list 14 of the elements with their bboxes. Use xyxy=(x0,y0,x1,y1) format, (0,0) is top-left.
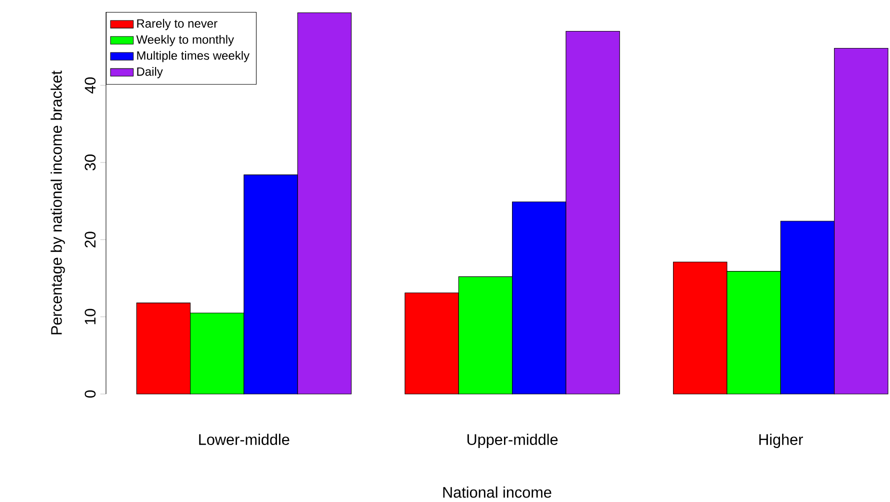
legend-label: Rarely to never xyxy=(137,18,218,30)
y-tick-label: 30 xyxy=(84,154,96,170)
y-tick-label: 0 xyxy=(84,390,96,398)
x-tick-label: Upper-middle xyxy=(467,434,558,448)
y-tick-label: 40 xyxy=(84,77,96,94)
y-tick-label: 20 xyxy=(84,232,96,248)
y-axis-title: Percentage by national income bracket xyxy=(50,70,65,334)
legend-label: Multiple times weekly xyxy=(137,50,250,62)
x-tick-label: Lower-middle xyxy=(199,434,290,445)
x-axis-title: National income xyxy=(443,486,552,498)
legend-label: Daily xyxy=(137,66,163,78)
legend-label: Weekly to monthly xyxy=(136,34,234,46)
x-tick-label: Higher xyxy=(759,434,803,448)
y-tick-label: 10 xyxy=(84,308,96,324)
